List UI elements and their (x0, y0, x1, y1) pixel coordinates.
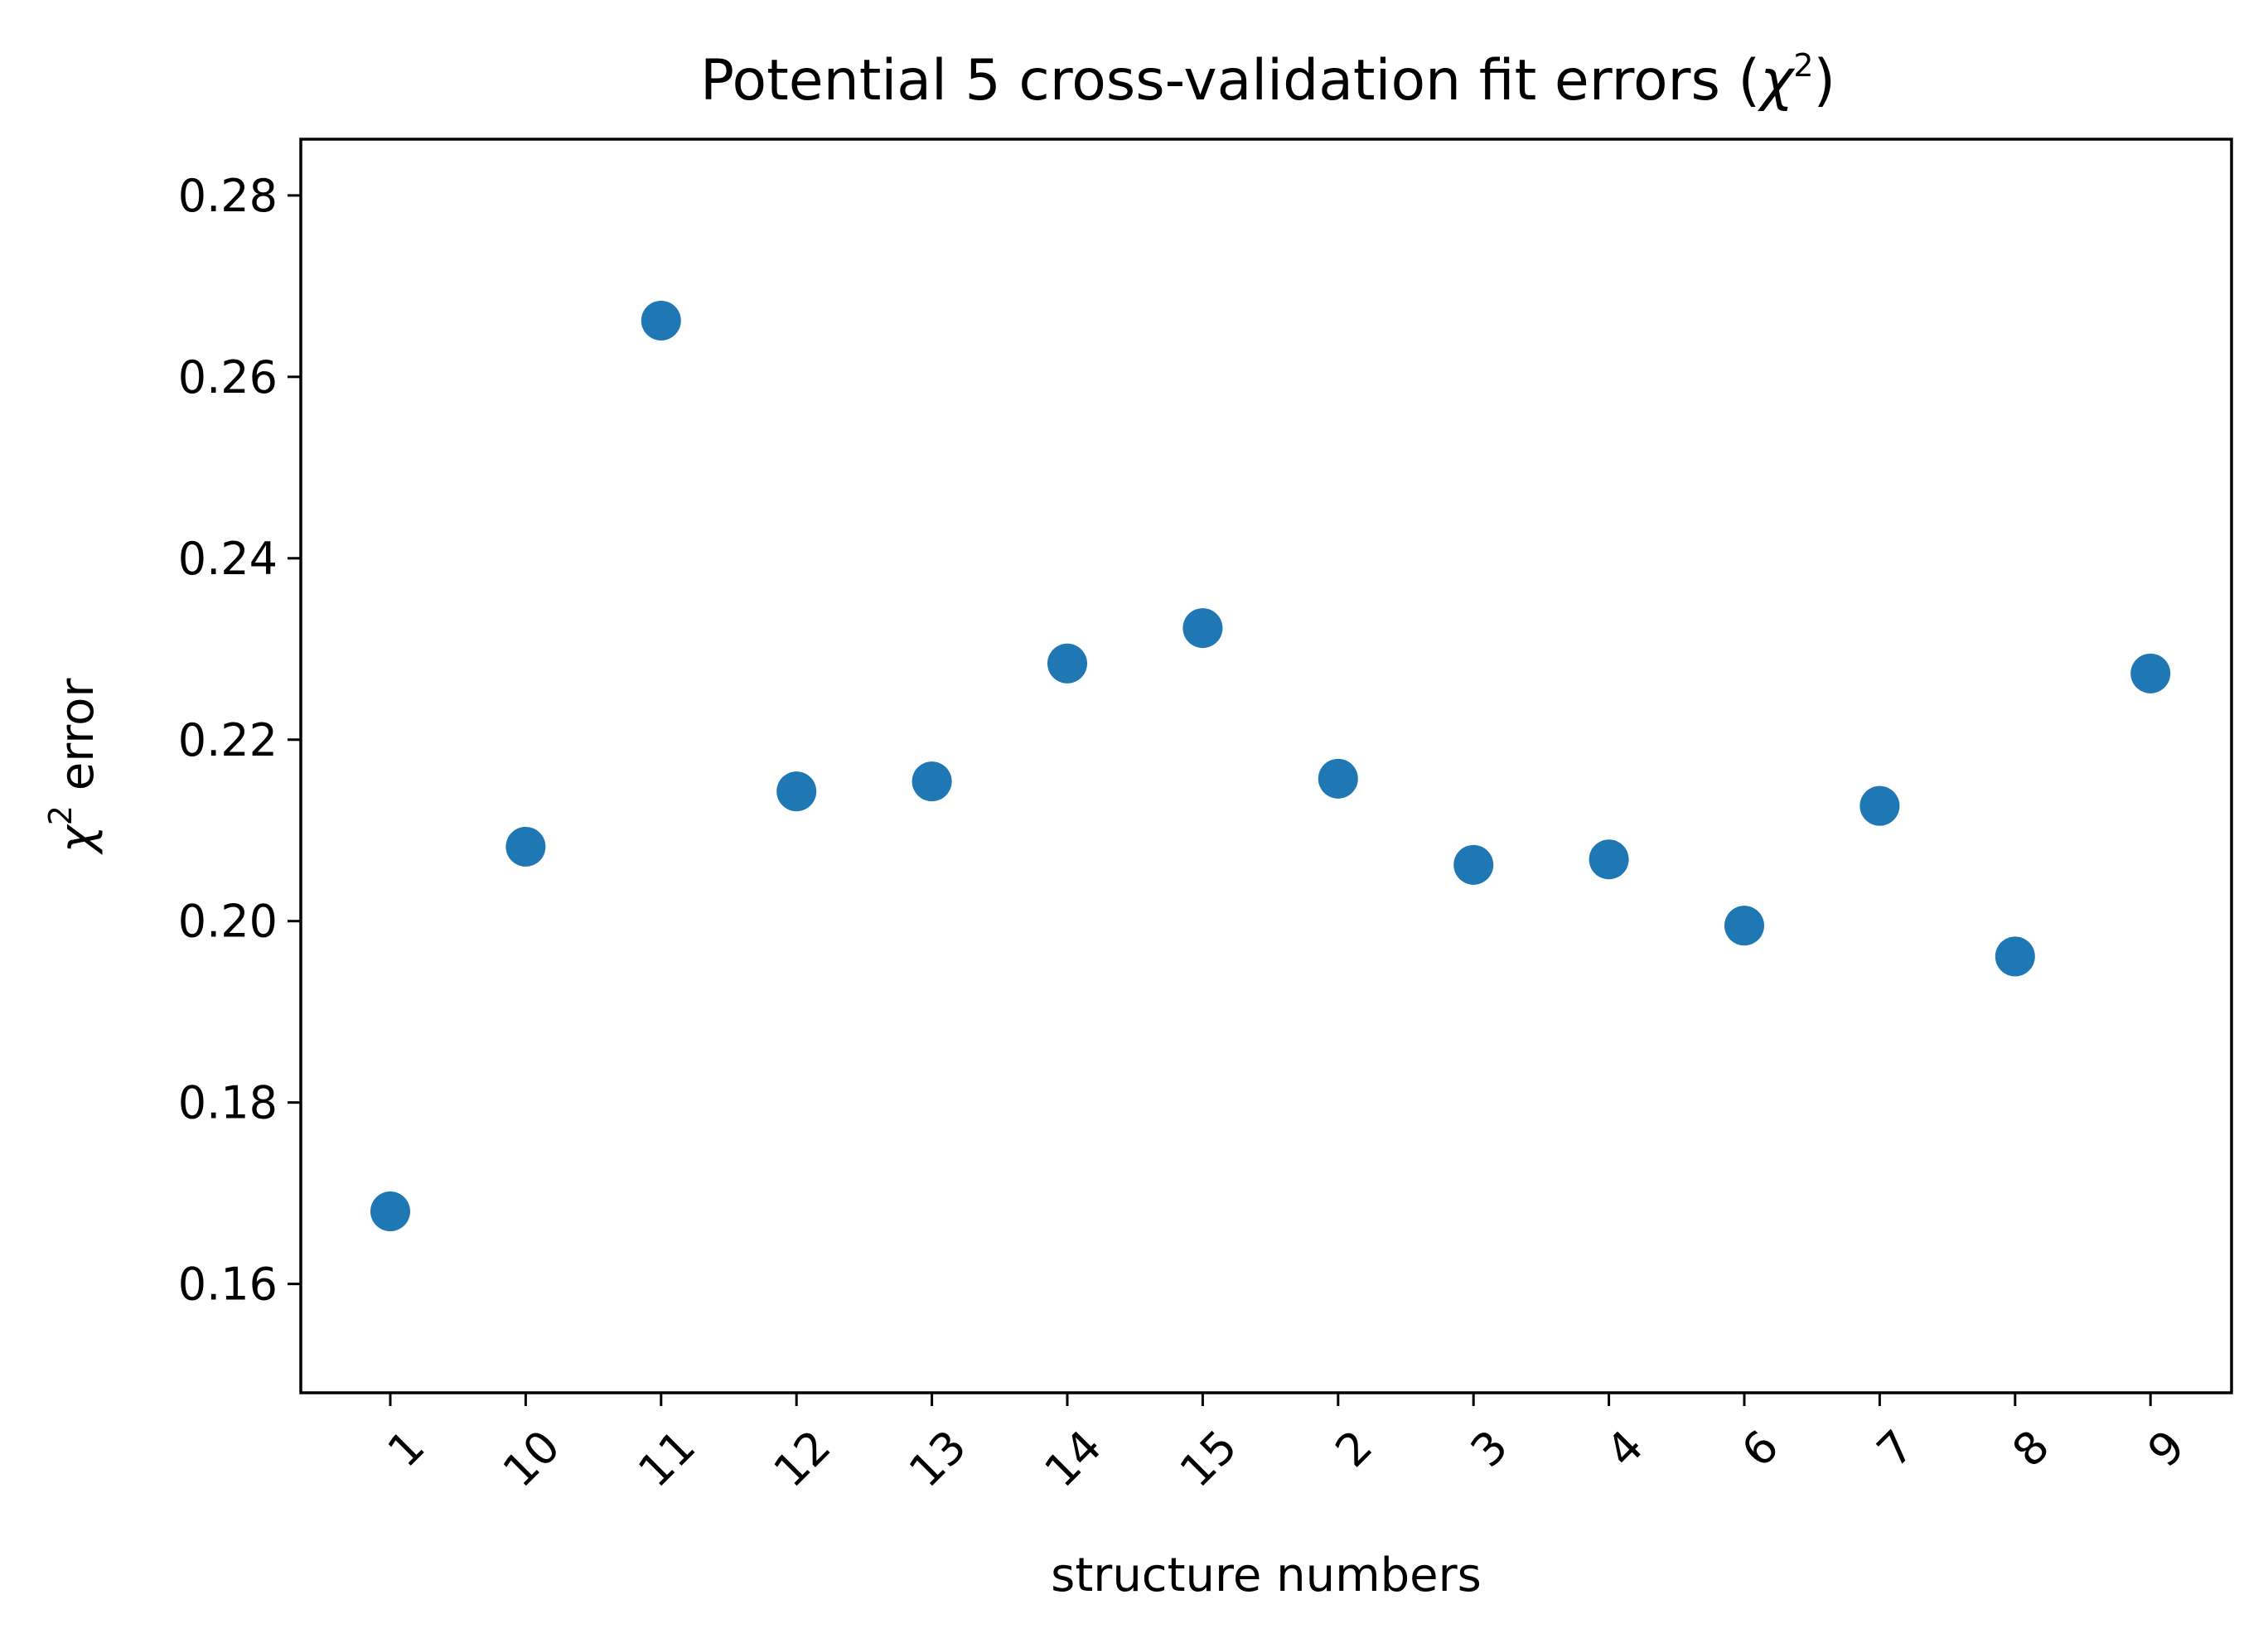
data-point (1589, 839, 1629, 880)
data-point (1182, 608, 1223, 649)
data-point (776, 771, 817, 812)
data-point (1047, 643, 1087, 684)
y-tick-label: 0.26 (178, 351, 278, 404)
y-tick-label: 0.24 (178, 533, 278, 585)
y-tick-label: 0.22 (178, 714, 278, 766)
data-point (1724, 906, 1764, 946)
data-point (1859, 785, 1900, 826)
data-point (2130, 653, 2171, 693)
plot-area-frame (299, 138, 2233, 1394)
data-points (370, 300, 2171, 1232)
data-point (1318, 758, 1358, 799)
data-point (1453, 844, 1494, 885)
data-point (912, 761, 952, 802)
y-tick-label: 0.16 (178, 1259, 278, 1311)
data-point (641, 300, 681, 341)
x-axis-label: structure numbers (1051, 1549, 1482, 1602)
chart-title: Potential 5 cross-validation fit errors … (700, 47, 1835, 114)
data-point (1995, 936, 2035, 977)
data-point (505, 826, 546, 867)
y-tick-label: 0.28 (178, 170, 278, 222)
y-tick-label: 0.18 (178, 1077, 278, 1129)
y-axis-label: χ2 error (42, 678, 104, 856)
data-point (370, 1191, 410, 1232)
y-tick-label: 0.20 (178, 896, 278, 948)
y-axis-ticks: 0.16 0.18 0.20 0.22 0.24 0.26 0.28 (178, 170, 301, 1311)
